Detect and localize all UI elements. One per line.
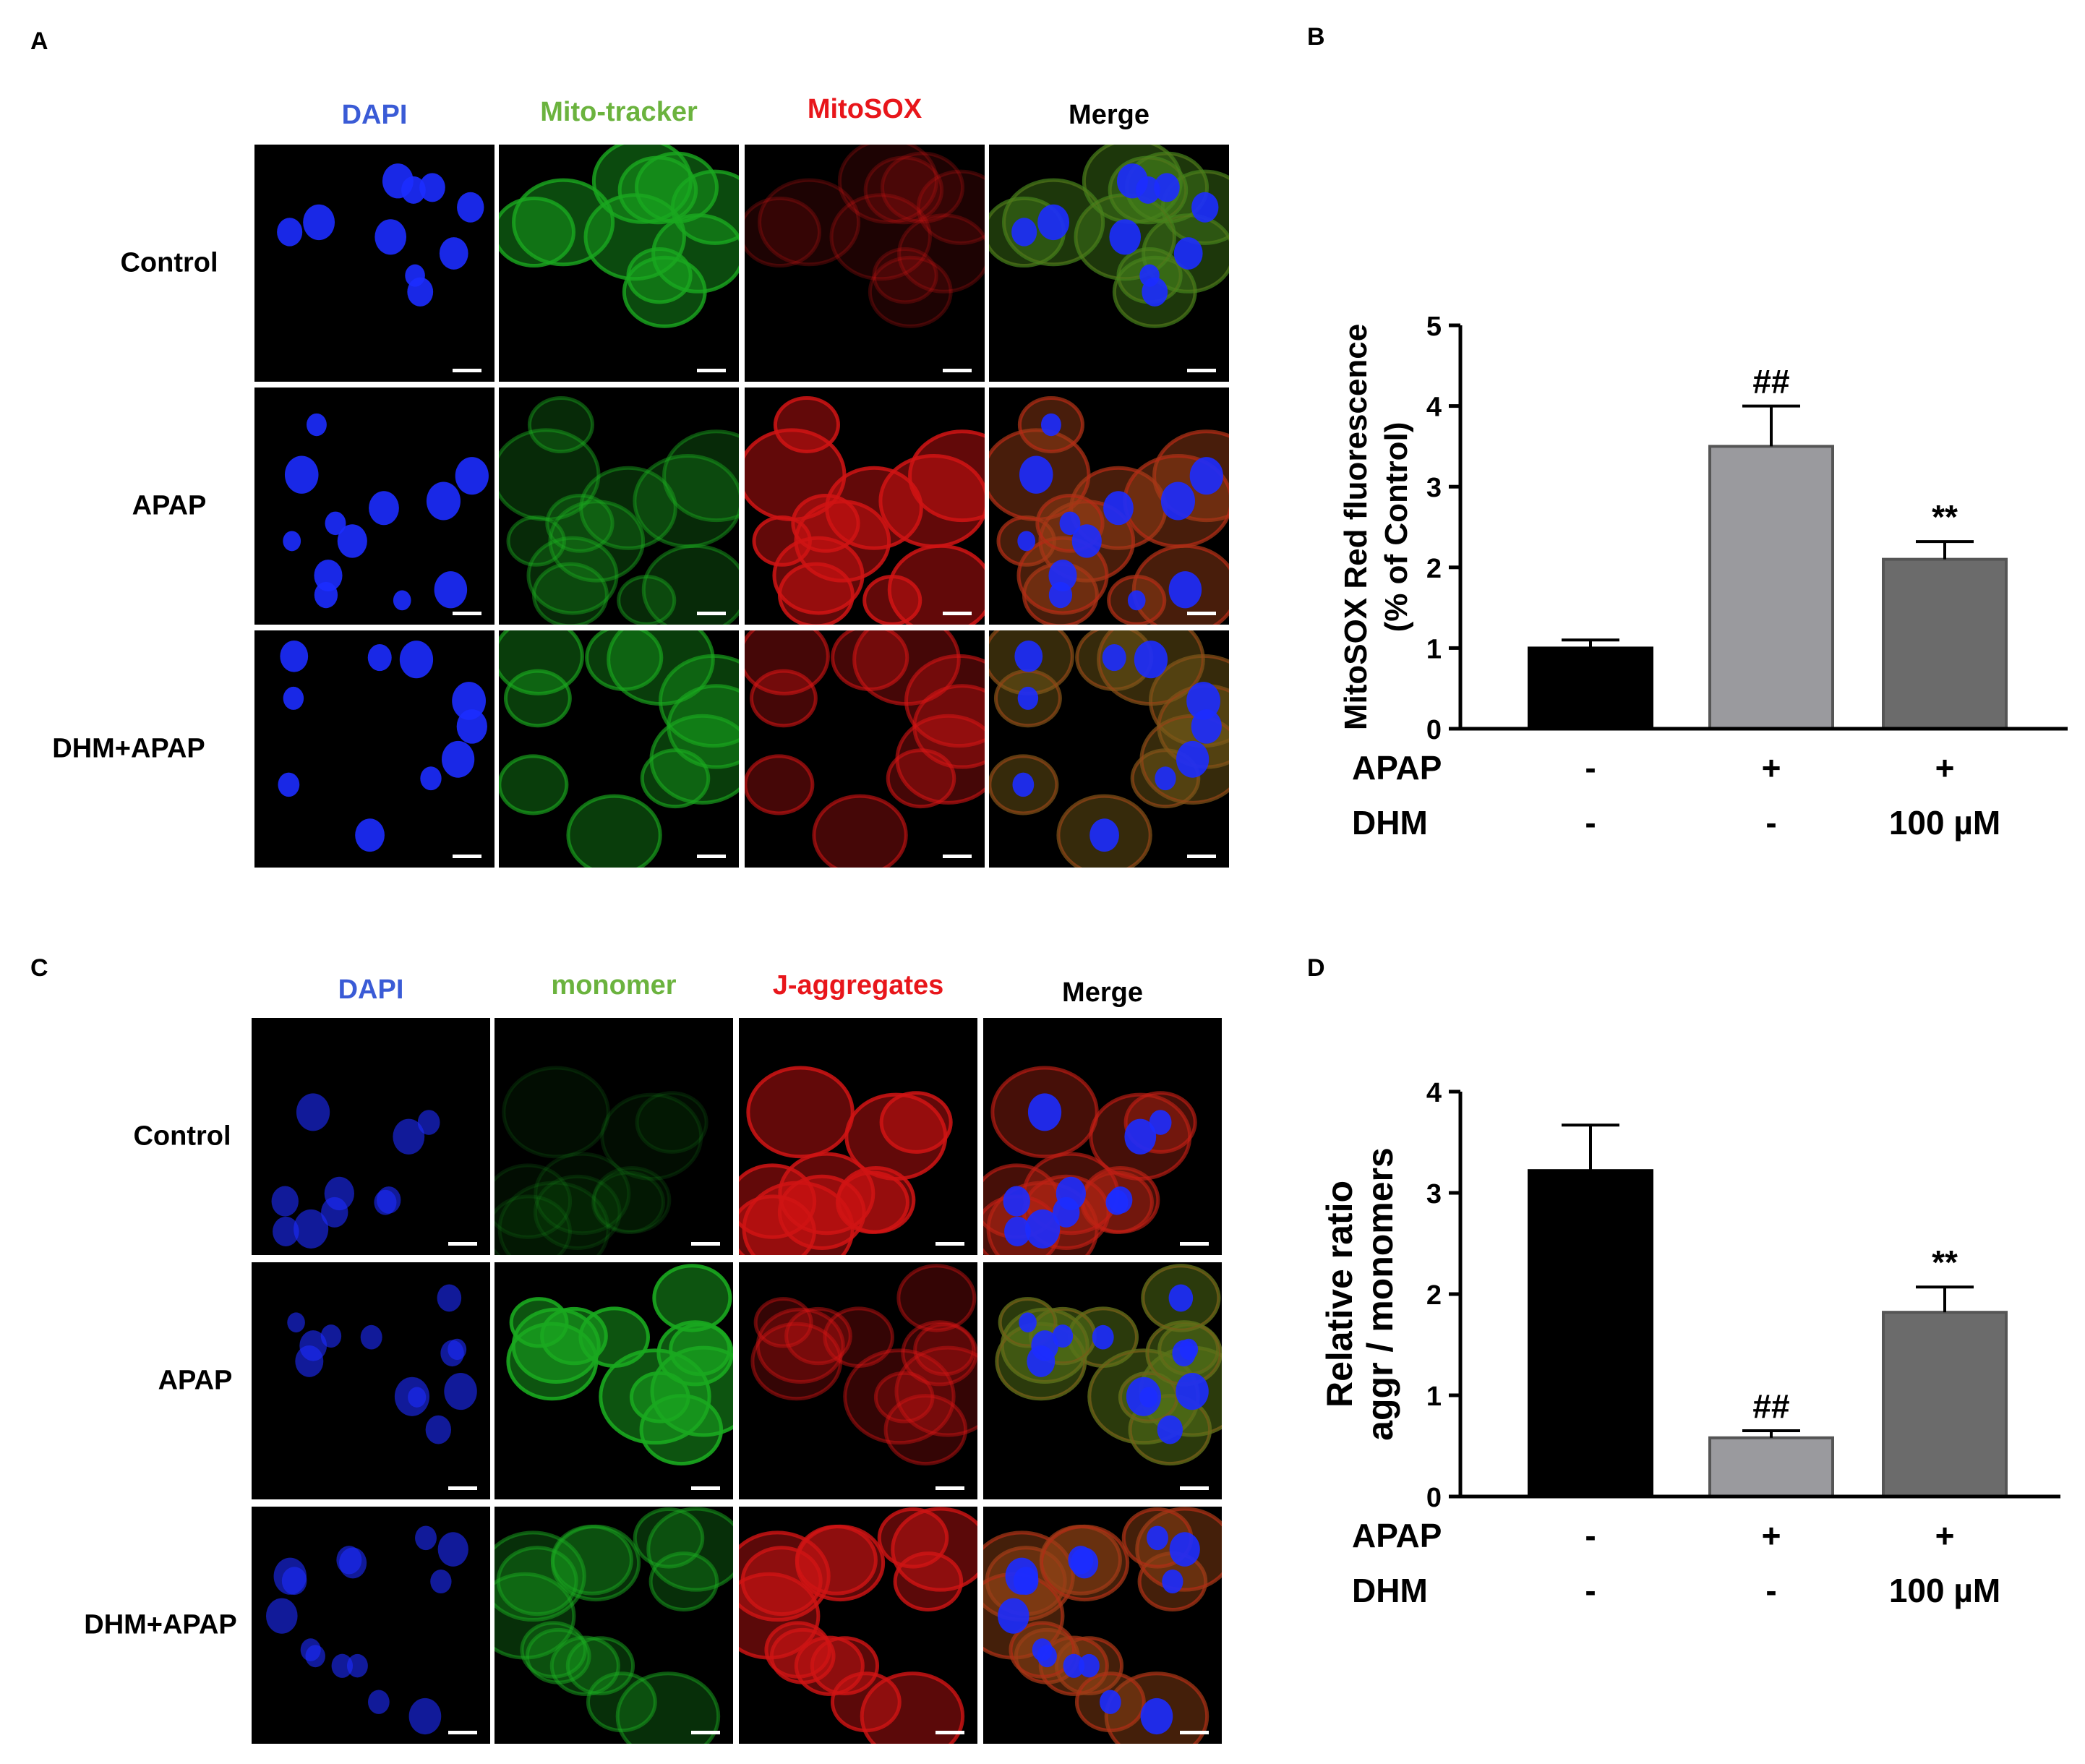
panel-a-micrograph-r2-c1 <box>499 630 739 868</box>
panel-c-micrograph-r1-c0 <box>252 1262 490 1499</box>
condition-value-0-0: - <box>1585 1517 1596 1554</box>
y-axis-label-line-1: (% of Control) <box>1379 422 1414 633</box>
condition-value-0-2: + <box>1935 1517 1955 1554</box>
bar-1 <box>1708 1436 1834 1498</box>
y-tick-label-2: 2 <box>1426 554 1442 584</box>
panel-a-column-header-2: MitoSOX <box>807 94 922 124</box>
panel-a-micrograph-r2-c0 <box>254 630 495 868</box>
panel-a-micrograph-r0-c3 <box>989 145 1229 382</box>
condition-value-0-2: + <box>1935 749 1955 787</box>
bar-2 <box>1882 1311 2008 1499</box>
y-axis-label-line-1: aggr / monomers <box>1360 1147 1400 1441</box>
condition-value-1-2: 100 µM <box>1889 804 2000 842</box>
panel-c-column-header-1: monomer <box>551 970 677 1001</box>
panel-c-micrograph-grid: DAPI monomer J-aggregates Merge Control APAP D… <box>84 970 1222 1744</box>
condition-name-0: APAP <box>1352 749 1442 787</box>
significance-label-1: ## <box>1752 363 1789 401</box>
condition-name-0: APAP <box>1352 1517 1442 1554</box>
panel-a-micrograph-r2-c3 <box>989 630 1229 868</box>
panel-c-label: C <box>30 954 48 982</box>
panel-c-micrograph-r1-c3 <box>983 1262 1222 1499</box>
y-tick-label-1: 1 <box>1426 634 1442 664</box>
panel-c-micrograph-r2-c0 <box>252 1507 490 1744</box>
panel-b-bar-chart: ## ** 0 1 2 3 4 5 MitoSOX Red fluorescence (% of … <box>1338 312 2068 842</box>
panel-c-row-label-0: Control <box>133 1121 231 1152</box>
y-tick-label-0: 0 <box>1426 715 1442 745</box>
panel-a-micrograph-r2-c2 <box>745 630 985 868</box>
condition-value-1-1: - <box>1765 804 1776 842</box>
bar-0 <box>1528 1169 1653 1498</box>
y-axis-label-line-0: MitoSOX Red fluorescence <box>1338 324 1374 730</box>
panel-a-micrograph-grid: DAPI Mito-tracker MitoSOX Merge Control APAP D… <box>0 0 1272 882</box>
panel-c-micrograph-r2-c1 <box>495 1507 733 1744</box>
panel-a-column-header-3: Merge <box>1069 100 1149 130</box>
panel-b-label: B <box>1307 23 1325 51</box>
panel-a-row-label-0: Control <box>120 247 218 278</box>
panel-c-micrograph-r0-c0 <box>252 1018 490 1255</box>
panel-a-column-header-0: DAPI <box>341 100 408 130</box>
y-tick-label-2: 2 <box>1426 1280 1442 1311</box>
panel-c-column-header-2: J-aggregates <box>772 970 944 1001</box>
panel-c-micrograph-r1-c1 <box>495 1262 733 1499</box>
panel-a-label: A <box>30 27 48 55</box>
panel-d-label: D <box>1307 954 1325 982</box>
bar-0 <box>1528 646 1653 731</box>
panel-a-micrograph-r0-c2 <box>745 145 985 382</box>
panel-c-micrograph-r2-c3 <box>983 1507 1222 1744</box>
significance-label-2: ** <box>1932 498 1958 536</box>
y-tick-label-5: 5 <box>1426 312 1442 342</box>
y-tick-label-3: 3 <box>1426 1179 1442 1209</box>
significance-label-1: ## <box>1752 1387 1789 1425</box>
condition-value-0-1: + <box>1762 1517 1781 1554</box>
panel-c-column-header-3: Merge <box>1062 977 1143 1008</box>
panel-d-bar-chart: ## ** 0 1 2 3 4 Relative ratio aggr / monomers AP… <box>1319 1078 2060 1609</box>
panel-c-row-label-2: DHM+APAP <box>84 1609 237 1640</box>
condition-value-1-1: - <box>1765 1572 1776 1609</box>
condition-value-1-2: 100 µM <box>1889 1572 2000 1609</box>
condition-value-0-0: - <box>1585 749 1596 787</box>
panel-c-micrograph-r1-c2 <box>739 1262 977 1499</box>
panel-a-micrograph-r1-c2 <box>745 388 985 625</box>
y-tick-label-4: 4 <box>1426 1078 1442 1108</box>
panel-c-row-label-1: APAP <box>158 1365 233 1396</box>
panel-a-row-label-2: DHM+APAP <box>52 733 205 764</box>
significance-label-2: ** <box>1932 1243 1958 1281</box>
panel-a-micrograph-r0-c1 <box>499 145 739 382</box>
panel-a-micrograph-r1-c1 <box>499 388 739 625</box>
panel-c-column-header-0: DAPI <box>338 975 404 1005</box>
y-tick-label-1: 1 <box>1426 1382 1442 1412</box>
panel-a-column-header-1: Mito-tracker <box>540 97 698 127</box>
condition-value-0-1: + <box>1762 749 1781 787</box>
panel-a-row-label-1: APAP <box>132 490 207 521</box>
y-tick-label-4: 4 <box>1426 393 1442 423</box>
panel-c-micrograph-r2-c2 <box>739 1507 977 1744</box>
panel-c-micrograph-r0-c2 <box>739 1018 977 1255</box>
condition-name-1: DHM <box>1352 804 1428 842</box>
y-tick-label-0: 0 <box>1426 1483 1442 1513</box>
condition-value-1-0: - <box>1585 1572 1596 1609</box>
bar-2 <box>1882 557 2008 731</box>
y-axis-label-line-0: Relative ratio <box>1319 1181 1360 1408</box>
y-tick-label-3: 3 <box>1426 473 1442 503</box>
panel-a-micrograph-r1-c0 <box>254 388 495 625</box>
panel-c-micrograph-r0-c1 <box>495 1018 733 1255</box>
panel-a-micrograph-r1-c3 <box>989 388 1229 625</box>
bar-1 <box>1708 445 1834 730</box>
panel-c-micrograph-r0-c3 <box>983 1018 1222 1255</box>
condition-name-1: DHM <box>1352 1572 1428 1609</box>
panel-a-micrograph-r0-c0 <box>254 145 495 382</box>
condition-value-1-0: - <box>1585 804 1596 842</box>
